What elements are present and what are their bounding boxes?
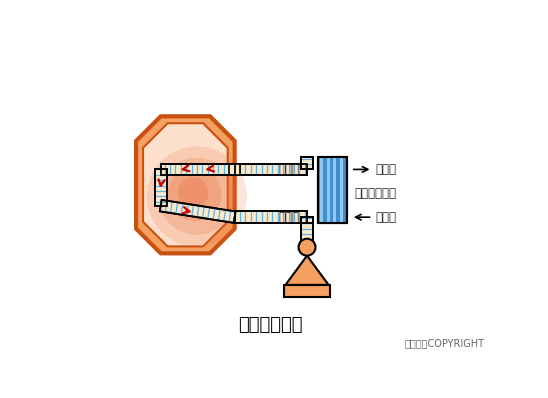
- Bar: [318, 157, 347, 223]
- Text: 热水出: 热水出: [375, 211, 397, 224]
- Circle shape: [158, 158, 236, 235]
- Bar: [229, 164, 241, 175]
- Text: 东方仿真COPYRIGHT: 东方仿真COPYRIGHT: [404, 338, 484, 348]
- Text: 水力循环搅拌: 水力循环搅拌: [238, 316, 302, 334]
- Circle shape: [147, 146, 247, 246]
- Polygon shape: [161, 164, 235, 175]
- Polygon shape: [235, 211, 307, 223]
- Bar: [320, 158, 323, 222]
- Polygon shape: [301, 217, 313, 223]
- Bar: [333, 158, 336, 222]
- Text: 冷水出: 冷水出: [375, 163, 397, 176]
- Text: 热泥出: 热泥出: [278, 163, 299, 176]
- Polygon shape: [155, 170, 167, 206]
- Polygon shape: [301, 223, 313, 252]
- Text: 冷泥进: 冷泥进: [278, 211, 299, 224]
- Polygon shape: [301, 157, 313, 170]
- Circle shape: [168, 167, 221, 221]
- Circle shape: [299, 239, 316, 256]
- Polygon shape: [235, 164, 307, 175]
- Polygon shape: [160, 200, 236, 223]
- Polygon shape: [136, 116, 235, 254]
- Polygon shape: [286, 256, 329, 285]
- Bar: [318, 157, 347, 223]
- Bar: [284, 285, 330, 297]
- Bar: [340, 158, 342, 222]
- Circle shape: [178, 177, 208, 208]
- Bar: [327, 158, 329, 222]
- Text: 螺旋板换热器: 螺旋板换热器: [355, 187, 397, 200]
- Polygon shape: [143, 123, 228, 246]
